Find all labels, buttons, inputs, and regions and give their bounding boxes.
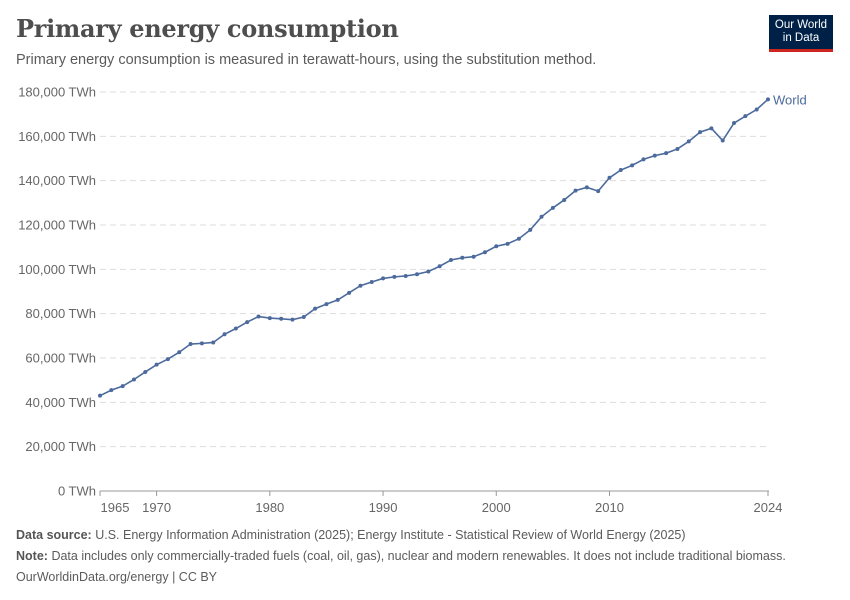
- data-point: [437, 264, 442, 269]
- data-point: [347, 290, 352, 295]
- source-text[interactable]: U.S. Energy Information Administration (…: [95, 528, 686, 542]
- data-point: [403, 273, 408, 278]
- note-text: Data includes only commercially-traded f…: [51, 549, 786, 563]
- y-tick-label: 140,000 TWh: [18, 173, 96, 188]
- data-point: [222, 332, 227, 337]
- logo-text: Our World in Data: [774, 19, 828, 44]
- data-point: [98, 393, 102, 398]
- data-point: [686, 139, 691, 144]
- chart-title: Primary energy consumption: [16, 14, 399, 43]
- data-point: [358, 283, 363, 288]
- data-point: [732, 121, 737, 126]
- series-label: World: [773, 92, 807, 107]
- data-point: [709, 126, 714, 131]
- data-point: [675, 146, 680, 151]
- data-point: [324, 302, 329, 307]
- x-tick-label: 1990: [369, 500, 398, 515]
- data-point: [233, 326, 238, 331]
- data-point: [448, 258, 453, 263]
- data-point: [313, 306, 318, 311]
- data-point: [550, 205, 555, 210]
- data-point: [301, 314, 306, 319]
- data-point: [471, 254, 476, 259]
- y-tick-label: 160,000 TWh: [18, 129, 96, 144]
- y-tick-label: 0 TWh: [58, 484, 96, 499]
- data-point: [494, 244, 499, 249]
- data-point: [426, 269, 431, 274]
- data-point: [528, 227, 533, 232]
- data-point: [143, 369, 148, 374]
- data-point: [618, 168, 623, 173]
- data-point: [188, 342, 193, 347]
- y-tick-label: 40,000 TWh: [25, 395, 96, 410]
- x-tick-label: 2010: [595, 500, 624, 515]
- data-point: [754, 107, 759, 112]
- x-tick-label: 2024: [754, 500, 783, 515]
- data-point: [516, 236, 521, 241]
- y-tick-label: 80,000 TWh: [25, 306, 96, 321]
- y-tick-label: 180,000 TWh: [18, 85, 96, 100]
- data-point: [154, 362, 159, 367]
- data-point: [335, 297, 340, 302]
- data-point: [369, 279, 374, 284]
- data-point: [381, 276, 386, 281]
- y-tick-label: 20,000 TWh: [25, 439, 96, 454]
- data-point: [539, 214, 544, 219]
- data-point: [505, 241, 510, 246]
- data-point: [584, 185, 589, 190]
- source-label: Data source:: [16, 528, 92, 542]
- x-tick-label: 1965: [101, 500, 130, 515]
- data-point: [573, 188, 578, 193]
- data-point: [743, 114, 748, 119]
- data-point: [596, 189, 601, 194]
- y-tick-label: 60,000 TWh: [25, 351, 96, 366]
- data-point: [652, 153, 657, 158]
- note-label: Note:: [16, 549, 48, 563]
- data-point: [607, 175, 612, 180]
- data-point: [131, 377, 136, 382]
- data-point: [641, 157, 646, 162]
- data-point: [177, 350, 182, 355]
- data-point: [720, 138, 725, 143]
- x-tick-label: 2000: [482, 500, 511, 515]
- x-tick-label: 1980: [255, 500, 284, 515]
- data-point: [415, 272, 420, 277]
- data-point: [165, 357, 170, 362]
- data-point: [766, 97, 770, 102]
- data-point: [199, 341, 204, 346]
- data-source: Data source: U.S. Energy Information Adm…: [16, 528, 686, 542]
- data-point: [267, 316, 272, 321]
- data-point: [664, 151, 669, 156]
- data-point: [245, 320, 250, 325]
- data-point: [120, 384, 125, 389]
- data-point: [630, 163, 635, 168]
- owid-logo[interactable]: Our World in Data: [769, 15, 833, 52]
- data-point: [392, 274, 397, 279]
- credit-link[interactable]: OurWorldinData.org/energy | CC BY: [16, 570, 218, 584]
- data-point: [460, 255, 465, 260]
- data-point: [698, 130, 703, 135]
- data-point: [109, 388, 114, 393]
- data-point: [279, 316, 284, 321]
- data-point: [562, 197, 567, 202]
- y-tick-label: 100,000 TWh: [18, 262, 96, 277]
- chart-subtitle: Primary energy consumption is measured i…: [16, 52, 597, 68]
- series-line-world: [99, 98, 769, 397]
- data-point: [256, 314, 261, 319]
- note: Note: Data includes only commercially-tr…: [16, 549, 786, 563]
- data-point: [290, 317, 295, 322]
- x-tick-label: 1970: [142, 500, 171, 515]
- y-tick-label: 120,000 TWh: [18, 218, 96, 233]
- data-point: [482, 250, 487, 255]
- data-point: [211, 340, 216, 345]
